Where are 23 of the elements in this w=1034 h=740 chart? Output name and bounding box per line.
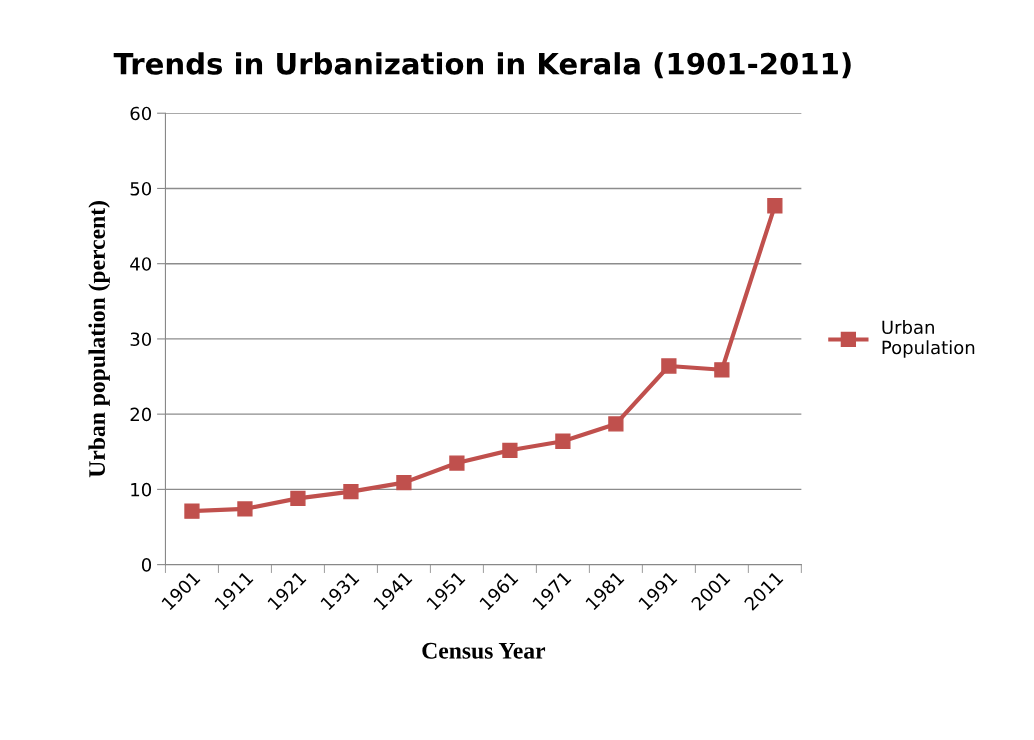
y-tick-label: 30: [130, 332, 152, 347]
point: [502, 442, 518, 458]
y-tick-label: 20: [130, 407, 152, 422]
point: [767, 198, 783, 214]
y-tick-label: 60: [130, 106, 152, 121]
point: [343, 484, 359, 500]
point: [396, 474, 412, 491]
point: [555, 433, 571, 449]
y-tick-label: 10: [131, 482, 152, 497]
y-tick-label: 40: [130, 257, 152, 271]
point: [608, 416, 624, 432]
y-tick-label: 0: [141, 558, 152, 572]
point: [184, 503, 200, 519]
y-axis-title: Urban population (percent): [88, 201, 110, 478]
point: [237, 501, 253, 517]
y-tick-label: 50: [130, 181, 152, 196]
chart-title: Trends in Urbanization in Kerala (1901-2011): [113, 52, 851, 79]
point: [661, 358, 677, 374]
point: [714, 362, 730, 378]
point: [290, 490, 306, 507]
x-axis-title: Census Year: [422, 642, 546, 659]
legend-label: Urban Population: [882, 320, 975, 358]
point: [449, 455, 465, 471]
